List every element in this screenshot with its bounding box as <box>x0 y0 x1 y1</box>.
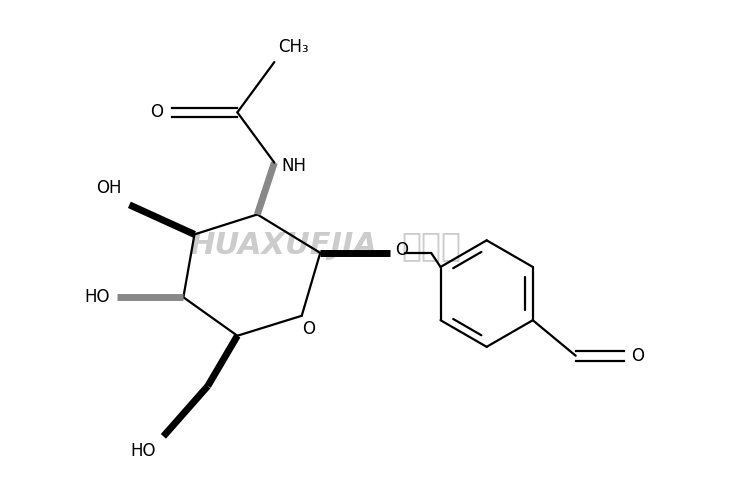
Text: O: O <box>150 103 164 121</box>
Text: HO: HO <box>84 288 109 306</box>
Text: CH₃: CH₃ <box>278 38 309 56</box>
Text: O: O <box>395 241 408 259</box>
Text: NH: NH <box>282 157 307 175</box>
Text: O: O <box>631 347 644 365</box>
Text: HO: HO <box>130 442 156 460</box>
Text: HUAXUEJIA: HUAXUEJIA <box>189 231 377 260</box>
Text: OH: OH <box>97 179 122 197</box>
Text: O: O <box>303 320 315 338</box>
Text: 化学加: 化学加 <box>401 229 461 262</box>
